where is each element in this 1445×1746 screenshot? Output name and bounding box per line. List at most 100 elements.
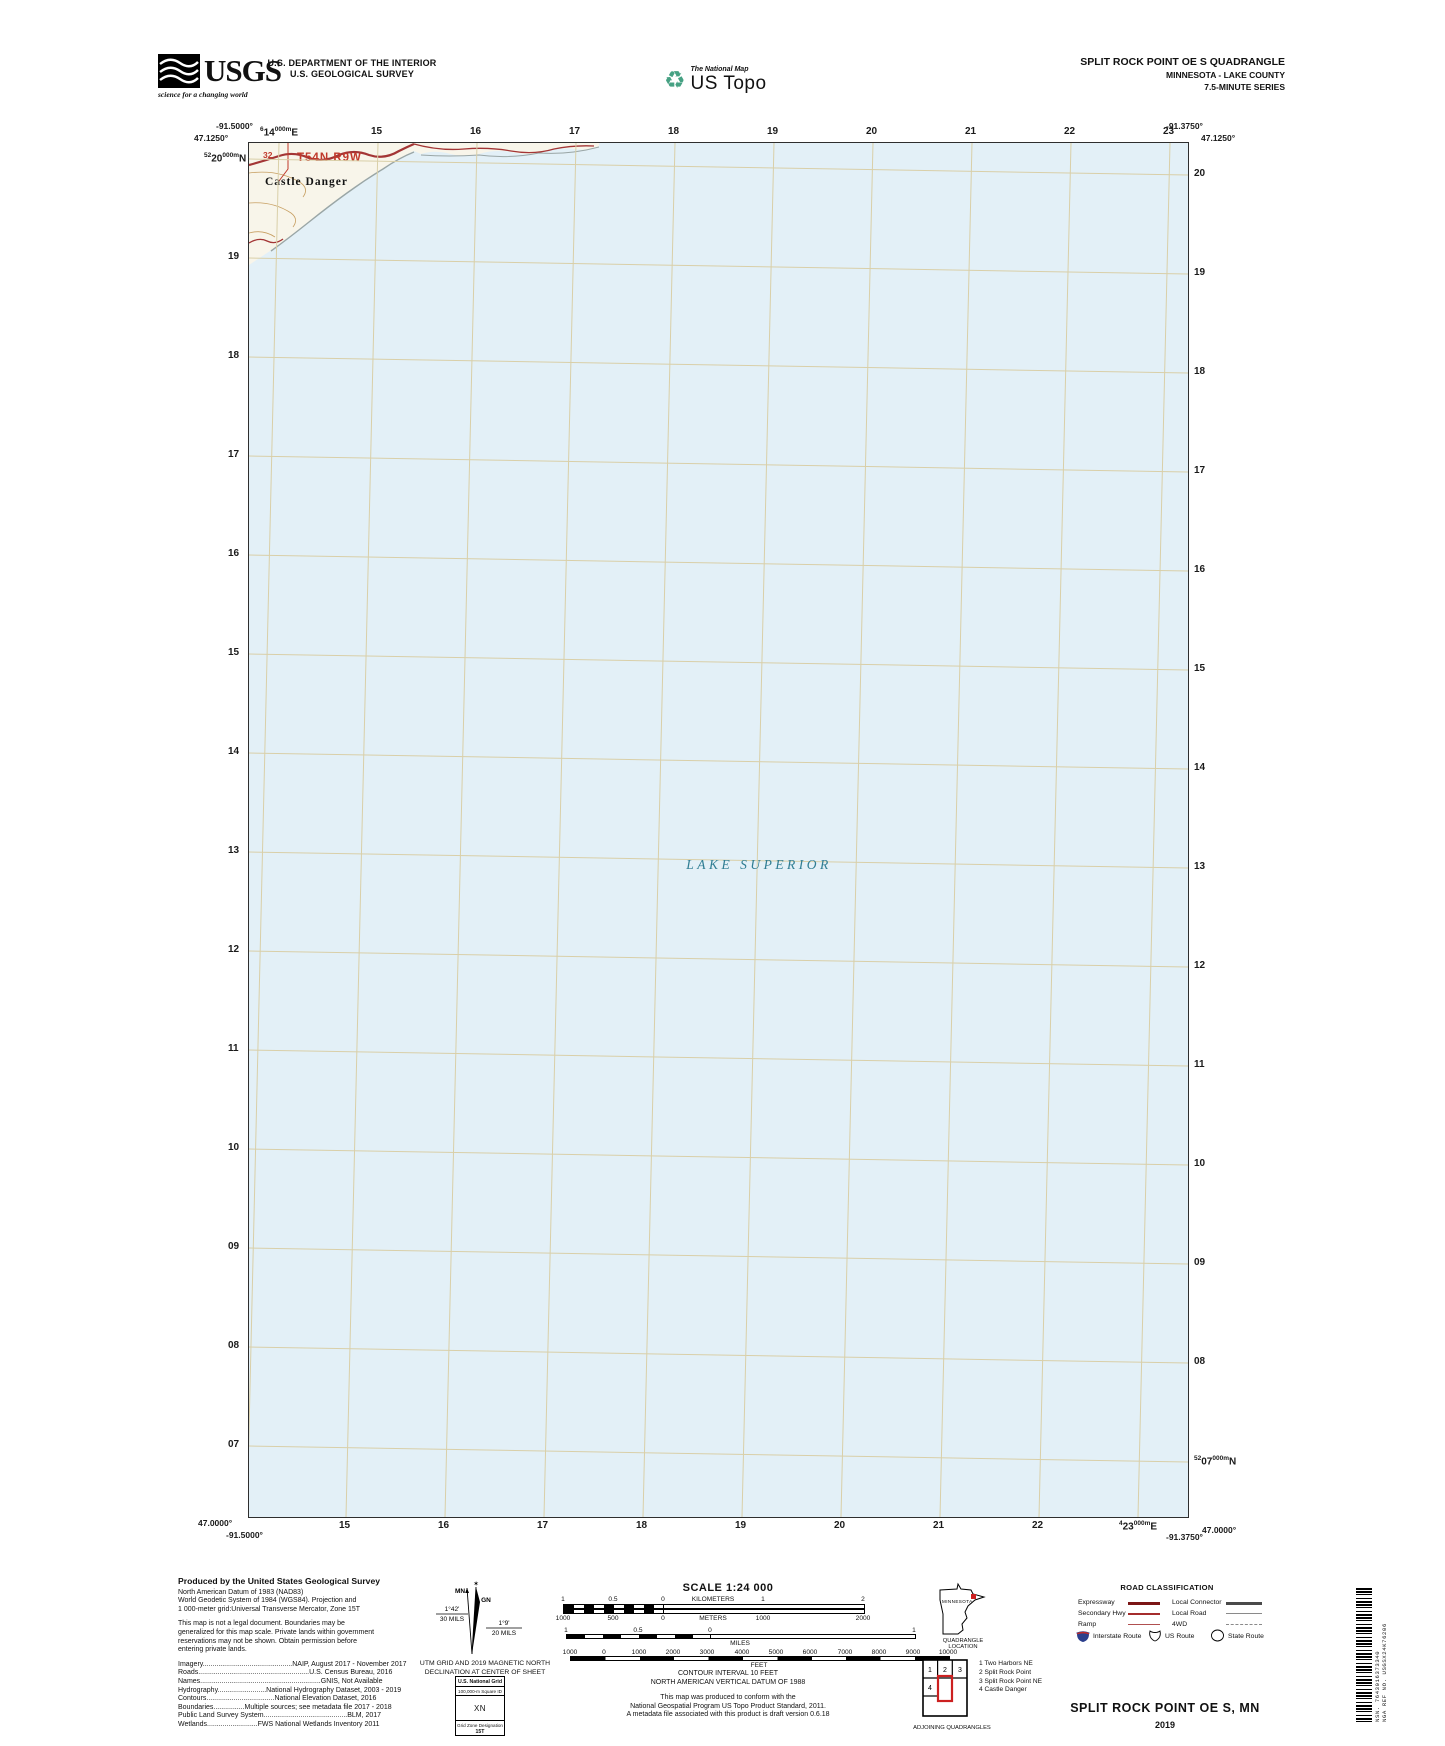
agency-line2: U.S. GEOLOGICAL SURVEY [289,69,415,79]
scale-unit: KILOMETERS [691,1596,735,1603]
utm-grid [249,143,1188,1517]
credits-line: Contours................................… [178,1695,377,1703]
credits-line: entering private lands. [178,1646,247,1654]
contour-note: CONTOUR INTERVAL 10 FEET NORTH AMERICAN … [650,1670,806,1686]
grid-label-northing: 19 [228,251,240,262]
grid-label-easting-full: 614000mE [260,126,299,139]
interstate-shield-icon [1076,1631,1090,1642]
grid-label-northing: 18 [1194,366,1206,377]
scale-label: 7000 [837,1649,853,1656]
scale-bar [566,1634,712,1639]
scale-bar [663,1609,865,1614]
scale-label: 500 [607,1615,619,1622]
corner-lat-ne: 47.1250° [1201,133,1236,143]
grid-label-easting: 21 [965,126,977,137]
scale-unit: MILES [730,1640,750,1647]
svg-text:4: 4 [928,1685,932,1692]
minnesota-outline: MINNESOTA [939,1582,986,1635]
grid-label-easting: 20 [834,1520,846,1531]
grid-label-northing: 09 [1194,1257,1206,1268]
sheet-title-block: SPLIT ROCK POINT OE S, MN 2019 [1015,1701,1315,1730]
agency-heading: U.S. DEPARTMENT OF THE INTERIOR U.S. GEO… [266,58,438,80]
declination-caption2: DECLINATION AT CENTER OF SHEET [424,1668,546,1676]
land-area [249,143,599,265]
scale-label: 1000 [562,1649,578,1656]
svg-text:GN: GN [481,1597,491,1604]
corner-lon-ne: -91.3750° [1166,121,1203,131]
scale-label: 0 [708,1627,712,1634]
grid-label-northing: 14 [228,746,240,757]
contour-line [249,171,306,198]
usgs-logo-waves-icon [158,54,200,88]
scale-bar [563,1609,665,1614]
scale-label: 0 [602,1649,606,1656]
quadrangle-title: SPLIT ROCK POINT OE S QUADRANGLE [1080,56,1285,68]
town-label: Castle Danger [265,176,348,188]
current-quad-highlight [936,1674,954,1703]
road-classification: ROAD CLASSIFICATION Expressway Local Conn… [1072,1583,1272,1642]
us-route-label: US Route [1165,1633,1195,1640]
scale-label: 5000 [768,1649,784,1656]
grid-label-northing: 07 [228,1439,240,1450]
svg-text:2: 2 [943,1667,947,1674]
grid-label-easting: 17 [537,1520,549,1531]
scale-title: SCALE 1:24 000 [682,1582,774,1594]
scale-label: 10000 [938,1649,958,1656]
usgs-logo: USGS [158,53,282,88]
usng-zone: 15T [475,1729,485,1735]
grid-label-easting: 16 [438,1520,450,1531]
road-class-label: Local Connector [1172,1599,1222,1606]
scale-label: 2000 [665,1649,681,1656]
grid-label-northing: 10 [1194,1158,1206,1169]
grid-label-northing: 15 [1194,663,1206,674]
grid-label-northing: 13 [1194,861,1206,872]
scale-unit: FEET [750,1662,768,1669]
road-class-symbol [1226,1613,1262,1615]
svg-text:30 MILS: 30 MILS [440,1616,465,1623]
adjoining-legend-line: 1 Two Harbors NE [979,1660,1033,1667]
quad-location-marker [971,1594,976,1599]
scale-label: 0 [661,1596,665,1603]
scale-label: 4000 [734,1649,750,1656]
svg-text:✶: ✶ [473,1580,479,1588]
scale-label: 2000 [855,1615,871,1622]
usng-box: U.S. National Grid 100,000-m Square ID X… [455,1676,505,1736]
grid-label-northing: 19 [1194,267,1206,278]
road-class-symbol [1226,1624,1262,1625]
corner-lat-se: 47.0000° [1202,1525,1237,1535]
grid-label-northing: 18 [228,350,240,361]
map-canvas: 32 T54N R9W Castle Danger LAKE SUPERIOR [248,142,1189,1518]
credits-line: This map is not a legal document. Bounda… [178,1620,345,1628]
grid-label-northing: 14 [1194,762,1206,773]
adjoining-caption: ADJOINING QUADRANGLES [913,1725,991,1731]
svg-text:MINNESOTA: MINNESOTA [942,1599,973,1604]
grid-label-easting: 17 [569,126,581,137]
road-class-label: Local Road [1172,1610,1207,1617]
credits-line: Public Land Survey System...............… [178,1712,382,1720]
credits-line: Hydrography.........................Nati… [178,1686,402,1694]
usng-title: U.S. National Grid [456,1677,504,1687]
scale-label: 8000 [871,1649,887,1656]
scale-label: 0.5 [633,1627,643,1634]
grid-label-easting: 21 [933,1520,945,1531]
agency-line1: U.S. DEPARTMENT OF THE INTERIOR [267,58,437,68]
quadrangle-title-block: SPLIT ROCK POINT OE S QUADRANGLE MINNESO… [1000,56,1285,92]
production-credits: Produced by the United States Geological… [178,1577,490,1736]
township-boundary [278,143,289,182]
svg-text:1°9': 1°9' [498,1619,509,1627]
scale-label: 0.5 [608,1596,618,1603]
corner-lon-se: -91.3750° [1166,1532,1203,1542]
credits-line: World Geodetic System of 1984 (WGS84). P… [178,1597,357,1605]
grid-label-northing: 16 [228,548,240,559]
corner-lon-nw: -91.5000° [216,121,253,131]
scale-label: 1 [761,1596,765,1603]
adjoining-legend-line: 4 Castle Danger [979,1686,1027,1694]
scale-label: 1000 [555,1615,571,1622]
usgs-logo-text: USGS [204,53,282,88]
credits-line: Names...................................… [178,1677,383,1685]
grid-label-easting: 16 [470,126,482,137]
grid-label-northing: 17 [1194,465,1206,476]
map-graphics: 32 T54N R9W Castle Danger LAKE SUPERIOR [249,143,1188,1517]
sheet-title: SPLIT ROCK POINT OE S, MN [1070,1701,1260,1715]
credits-line: North American Datum of 1983 (NAD83) [178,1588,304,1596]
